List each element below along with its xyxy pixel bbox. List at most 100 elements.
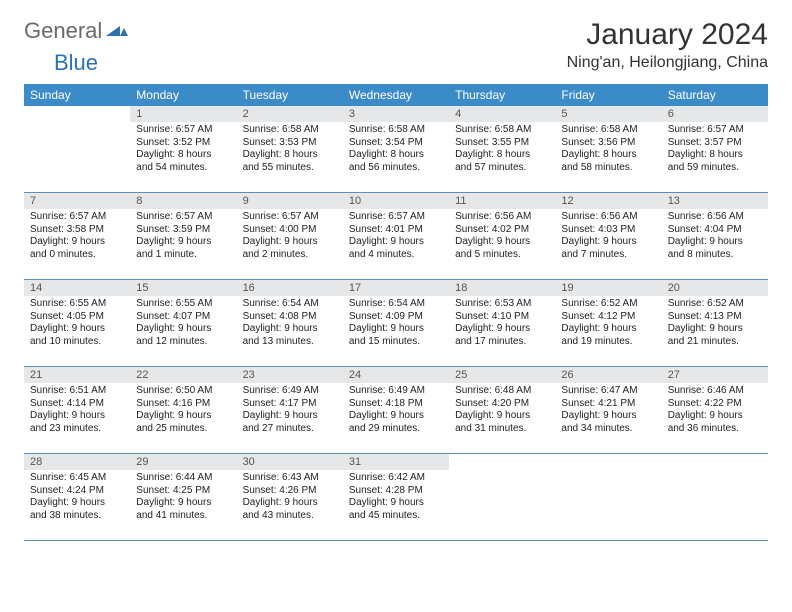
daylight: Daylight: 9 hours and 45 minutes. <box>349 497 443 522</box>
day-cell <box>449 454 555 540</box>
day-body: Sunrise: 6:57 AMSunset: 3:59 PMDaylight:… <box>130 209 236 265</box>
sunrise: Sunrise: 6:43 AM <box>243 472 337 485</box>
sunset: Sunset: 4:04 PM <box>668 224 762 237</box>
day-body: Sunrise: 6:48 AMSunset: 4:20 PMDaylight:… <box>449 383 555 439</box>
day-cell: 10Sunrise: 6:57 AMSunset: 4:01 PMDayligh… <box>343 193 449 279</box>
sunrise: Sunrise: 6:44 AM <box>136 472 230 485</box>
day-number: 11 <box>449 193 555 209</box>
sunrise: Sunrise: 6:57 AM <box>349 211 443 224</box>
day-number: 15 <box>130 280 236 296</box>
day-cell: 15Sunrise: 6:55 AMSunset: 4:07 PMDayligh… <box>130 280 236 366</box>
sunrise: Sunrise: 6:57 AM <box>668 124 762 137</box>
day-number: 16 <box>237 280 343 296</box>
dow-row: Sunday Monday Tuesday Wednesday Thursday… <box>24 84 768 106</box>
daylight: Daylight: 9 hours and 5 minutes. <box>455 236 549 261</box>
daylight: Daylight: 8 hours and 54 minutes. <box>136 149 230 174</box>
sunrise: Sunrise: 6:50 AM <box>136 385 230 398</box>
sunrise: Sunrise: 6:56 AM <box>668 211 762 224</box>
sunset: Sunset: 4:05 PM <box>30 311 124 324</box>
sunrise: Sunrise: 6:54 AM <box>349 298 443 311</box>
sunset: Sunset: 4:28 PM <box>349 485 443 498</box>
daylight: Daylight: 8 hours and 58 minutes. <box>561 149 655 174</box>
day-cell: 16Sunrise: 6:54 AMSunset: 4:08 PMDayligh… <box>237 280 343 366</box>
logo-text-general: General <box>24 18 102 44</box>
day-cell: 18Sunrise: 6:53 AMSunset: 4:10 PMDayligh… <box>449 280 555 366</box>
dow-sunday: Sunday <box>24 84 130 106</box>
day-cell: 5Sunrise: 6:58 AMSunset: 3:56 PMDaylight… <box>555 106 661 192</box>
daylight: Daylight: 9 hours and 43 minutes. <box>243 497 337 522</box>
sunset: Sunset: 3:58 PM <box>30 224 124 237</box>
sunrise: Sunrise: 6:49 AM <box>349 385 443 398</box>
dow-thursday: Thursday <box>449 84 555 106</box>
sunset: Sunset: 3:53 PM <box>243 137 337 150</box>
sunset: Sunset: 4:09 PM <box>349 311 443 324</box>
logo-text-blue: Blue <box>54 50 98 75</box>
week-row: 1Sunrise: 6:57 AMSunset: 3:52 PMDaylight… <box>24 106 768 193</box>
sunset: Sunset: 4:01 PM <box>349 224 443 237</box>
sunset: Sunset: 4:18 PM <box>349 398 443 411</box>
day-body: Sunrise: 6:44 AMSunset: 4:25 PMDaylight:… <box>130 470 236 526</box>
daylight: Daylight: 9 hours and 12 minutes. <box>136 323 230 348</box>
day-cell: 30Sunrise: 6:43 AMSunset: 4:26 PMDayligh… <box>237 454 343 540</box>
day-number: 27 <box>662 367 768 383</box>
sunset: Sunset: 3:55 PM <box>455 137 549 150</box>
day-cell <box>24 106 130 192</box>
sunset: Sunset: 4:22 PM <box>668 398 762 411</box>
day-number <box>555 454 661 470</box>
sunset: Sunset: 4:12 PM <box>561 311 655 324</box>
sunset: Sunset: 4:02 PM <box>455 224 549 237</box>
day-body: Sunrise: 6:58 AMSunset: 3:53 PMDaylight:… <box>237 122 343 178</box>
sunrise: Sunrise: 6:57 AM <box>136 211 230 224</box>
daylight: Daylight: 9 hours and 2 minutes. <box>243 236 337 261</box>
day-cell: 9Sunrise: 6:57 AMSunset: 4:00 PMDaylight… <box>237 193 343 279</box>
day-body: Sunrise: 6:56 AMSunset: 4:03 PMDaylight:… <box>555 209 661 265</box>
day-cell: 21Sunrise: 6:51 AMSunset: 4:14 PMDayligh… <box>24 367 130 453</box>
daylight: Daylight: 9 hours and 0 minutes. <box>30 236 124 261</box>
day-cell: 8Sunrise: 6:57 AMSunset: 3:59 PMDaylight… <box>130 193 236 279</box>
day-body: Sunrise: 6:43 AMSunset: 4:26 PMDaylight:… <box>237 470 343 526</box>
day-body: Sunrise: 6:52 AMSunset: 4:12 PMDaylight:… <box>555 296 661 352</box>
daylight: Daylight: 9 hours and 27 minutes. <box>243 410 337 435</box>
day-number: 5 <box>555 106 661 122</box>
day-body: Sunrise: 6:46 AMSunset: 4:22 PMDaylight:… <box>662 383 768 439</box>
day-cell: 3Sunrise: 6:58 AMSunset: 3:54 PMDaylight… <box>343 106 449 192</box>
daylight: Daylight: 9 hours and 23 minutes. <box>30 410 124 435</box>
day-cell: 7Sunrise: 6:57 AMSunset: 3:58 PMDaylight… <box>24 193 130 279</box>
day-cell: 20Sunrise: 6:52 AMSunset: 4:13 PMDayligh… <box>662 280 768 366</box>
sunrise: Sunrise: 6:57 AM <box>136 124 230 137</box>
sunrise: Sunrise: 6:47 AM <box>561 385 655 398</box>
day-body: Sunrise: 6:57 AMSunset: 3:58 PMDaylight:… <box>24 209 130 265</box>
sunrise: Sunrise: 6:58 AM <box>349 124 443 137</box>
day-cell: 2Sunrise: 6:58 AMSunset: 3:53 PMDaylight… <box>237 106 343 192</box>
dow-tuesday: Tuesday <box>237 84 343 106</box>
sunset: Sunset: 4:16 PM <box>136 398 230 411</box>
daylight: Daylight: 9 hours and 21 minutes. <box>668 323 762 348</box>
day-body: Sunrise: 6:57 AMSunset: 4:01 PMDaylight:… <box>343 209 449 265</box>
sunset: Sunset: 4:24 PM <box>30 485 124 498</box>
sunset: Sunset: 4:21 PM <box>561 398 655 411</box>
sunset: Sunset: 3:52 PM <box>136 137 230 150</box>
day-number <box>24 106 130 122</box>
day-number: 26 <box>555 367 661 383</box>
daylight: Daylight: 8 hours and 57 minutes. <box>455 149 549 174</box>
day-body: Sunrise: 6:53 AMSunset: 4:10 PMDaylight:… <box>449 296 555 352</box>
day-cell <box>555 454 661 540</box>
day-number: 28 <box>24 454 130 470</box>
dow-monday: Monday <box>130 84 236 106</box>
month-title: January 2024 <box>567 18 768 52</box>
sunset: Sunset: 4:00 PM <box>243 224 337 237</box>
sunset: Sunset: 4:25 PM <box>136 485 230 498</box>
day-body: Sunrise: 6:45 AMSunset: 4:24 PMDaylight:… <box>24 470 130 526</box>
sunrise: Sunrise: 6:58 AM <box>243 124 337 137</box>
day-cell: 1Sunrise: 6:57 AMSunset: 3:52 PMDaylight… <box>130 106 236 192</box>
sunrise: Sunrise: 6:57 AM <box>30 211 124 224</box>
day-number: 25 <box>449 367 555 383</box>
sunrise: Sunrise: 6:52 AM <box>561 298 655 311</box>
sunrise: Sunrise: 6:49 AM <box>243 385 337 398</box>
sunrise: Sunrise: 6:42 AM <box>349 472 443 485</box>
daylight: Daylight: 9 hours and 13 minutes. <box>243 323 337 348</box>
day-body: Sunrise: 6:52 AMSunset: 4:13 PMDaylight:… <box>662 296 768 352</box>
day-number: 8 <box>130 193 236 209</box>
day-number: 19 <box>555 280 661 296</box>
day-number: 30 <box>237 454 343 470</box>
